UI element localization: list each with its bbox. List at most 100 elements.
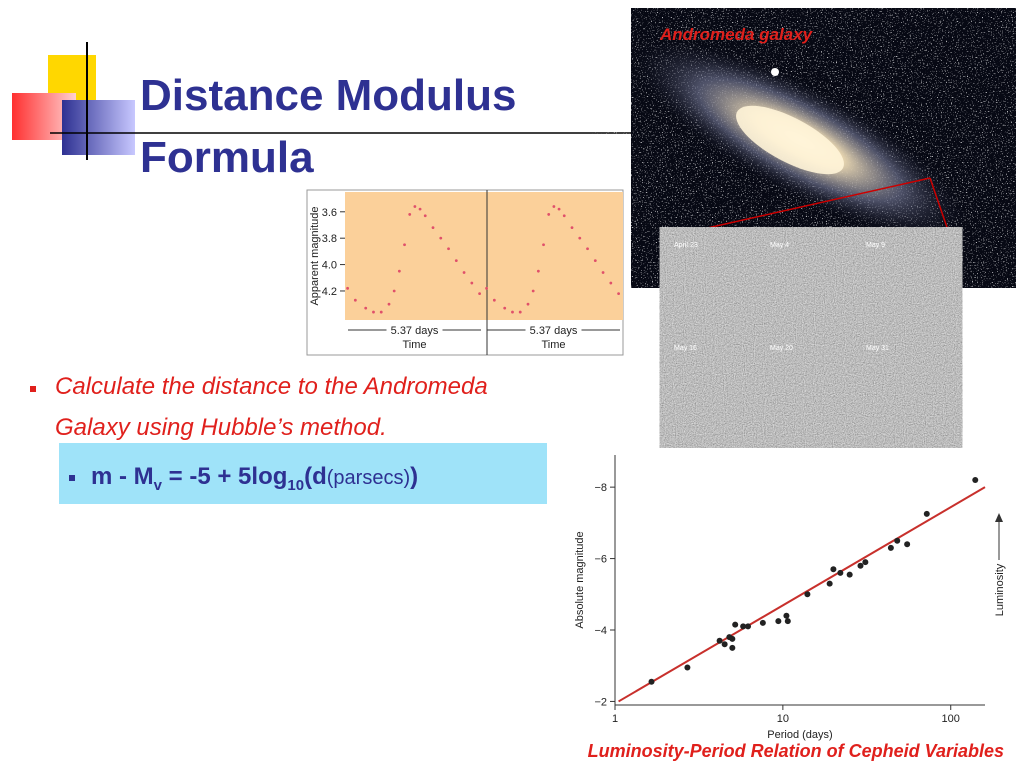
point	[784, 618, 791, 625]
x-tick-label: 10	[777, 713, 789, 725]
y-tick-label: 4.0	[322, 260, 337, 272]
y-tick-label: −8	[594, 482, 607, 494]
x-axis-label: Time	[541, 339, 565, 351]
y-tick-label: 4.2	[322, 286, 337, 298]
point	[531, 289, 535, 293]
photo-date: May 4	[770, 242, 789, 249]
formula-part: (d	[304, 463, 327, 490]
formula: m - Mv = -5 + 5log10(d(parsecs))	[91, 463, 418, 494]
annotation: 5.37 days	[530, 325, 578, 337]
point	[732, 621, 739, 628]
point	[418, 207, 422, 211]
y-tick-label: 3.6	[322, 207, 337, 219]
point	[562, 214, 566, 218]
side-label: Luminosity	[994, 563, 1006, 616]
y-tick-label: −2	[594, 696, 607, 708]
point	[536, 269, 540, 273]
formula-sub: v	[154, 477, 163, 494]
bullet-text: Galaxy using Hubble’s method.	[55, 414, 387, 441]
x-tick-label: 100	[942, 713, 960, 725]
side-arrow-head	[995, 513, 1003, 522]
label-bg	[386, 323, 443, 337]
point	[783, 612, 790, 619]
photo-tile	[765, 237, 857, 337]
point	[439, 236, 443, 240]
connector	[929, 177, 951, 237]
point	[397, 269, 401, 273]
point	[462, 271, 466, 274]
point	[904, 541, 911, 548]
bullet-marker	[69, 475, 75, 481]
point	[593, 259, 597, 263]
point	[837, 569, 844, 576]
point	[745, 623, 752, 630]
photo-date: April 23	[674, 242, 698, 249]
photo-date: May 16	[674, 345, 697, 352]
point	[387, 302, 391, 306]
photo-tile	[765, 340, 857, 440]
point	[804, 591, 811, 598]
point	[887, 544, 894, 551]
x-axis-label: Period (days)	[767, 729, 832, 741]
point	[972, 477, 979, 483]
title: Formula	[140, 133, 314, 182]
y-axis-label: Apparent magnitude	[309, 206, 321, 305]
formula-sub: 10	[287, 477, 304, 494]
point	[423, 214, 427, 218]
image-caption: Andromeda galaxy	[659, 25, 814, 44]
photo-date: May 31	[866, 345, 889, 352]
point	[617, 292, 620, 296]
point	[364, 306, 368, 310]
formula-part: )	[410, 463, 418, 490]
point	[601, 271, 605, 274]
point	[716, 637, 723, 644]
point	[372, 310, 375, 314]
formula-box	[59, 443, 547, 504]
point	[826, 580, 833, 587]
point	[923, 510, 930, 517]
caption: Luminosity-Period Relation of Cepheid Va…	[588, 741, 1004, 761]
connector	[671, 177, 931, 237]
point	[492, 298, 496, 302]
point	[830, 566, 837, 573]
point	[759, 619, 766, 626]
photo-tile	[669, 237, 761, 337]
point	[503, 306, 507, 310]
point	[684, 664, 691, 671]
y-axis-label: Absolute magnitude	[574, 531, 586, 628]
point	[403, 243, 406, 247]
plot-area	[345, 192, 623, 320]
y-tick-label: −6	[594, 554, 607, 566]
y-tick-label: −4	[594, 625, 607, 637]
bullet-text: Calculate the distance to the Andromeda	[55, 373, 488, 400]
point	[586, 247, 589, 251]
point	[413, 205, 417, 208]
formula-unit: (parsecs)	[327, 467, 410, 489]
point	[857, 562, 864, 569]
y-tick-label: 3.8	[322, 233, 337, 245]
x-axis-label: Time	[402, 339, 426, 351]
point	[547, 213, 551, 216]
point	[447, 247, 450, 251]
point	[862, 559, 869, 566]
point	[570, 226, 574, 230]
formula-part: m - M	[91, 463, 154, 490]
point	[740, 623, 747, 630]
point	[557, 207, 561, 211]
point	[454, 259, 458, 263]
formula-part: = -5 + 5log	[162, 463, 287, 490]
point	[542, 243, 545, 247]
point	[648, 678, 655, 685]
point	[392, 289, 396, 293]
point	[729, 635, 736, 642]
x-tick-label: 1	[612, 713, 618, 725]
annotation: 5.37 days	[391, 325, 439, 337]
deco-square	[62, 100, 135, 155]
point	[609, 281, 613, 285]
point	[408, 213, 412, 216]
fit-line	[618, 486, 986, 703]
label-bg	[525, 323, 582, 337]
bullet-marker	[30, 386, 36, 392]
